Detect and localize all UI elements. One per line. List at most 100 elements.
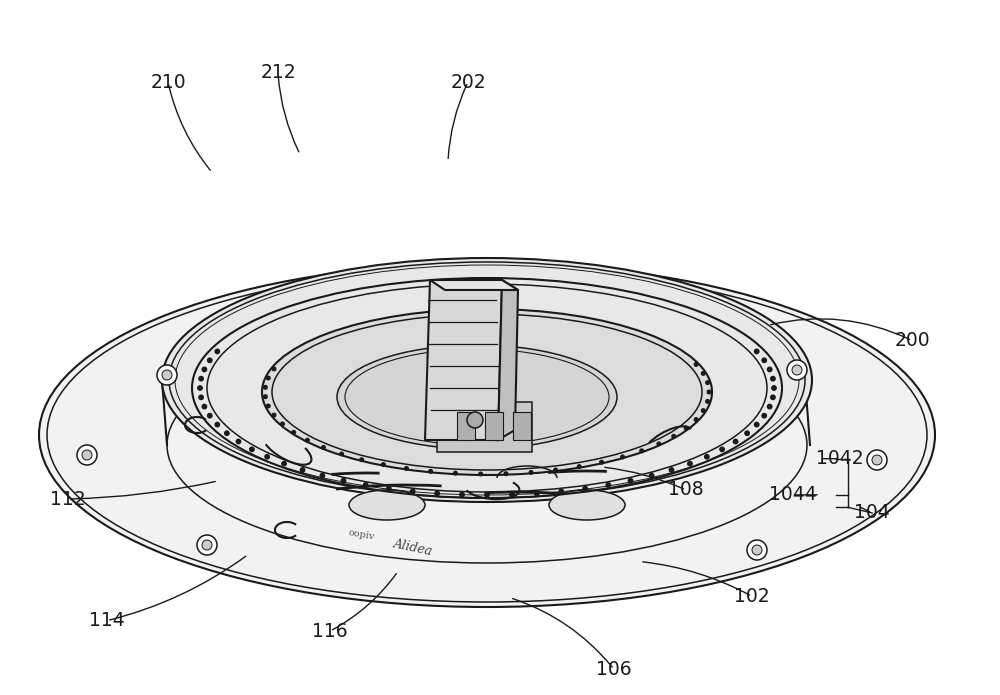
Circle shape (684, 426, 688, 430)
Circle shape (745, 431, 749, 436)
Circle shape (762, 414, 766, 418)
Circle shape (435, 491, 439, 496)
Circle shape (405, 466, 408, 471)
Circle shape (771, 377, 775, 381)
Circle shape (672, 434, 676, 438)
Circle shape (199, 377, 203, 381)
Circle shape (767, 367, 772, 372)
Circle shape (202, 367, 207, 372)
Circle shape (197, 535, 217, 555)
Circle shape (157, 365, 177, 385)
Ellipse shape (39, 263, 935, 607)
Circle shape (510, 492, 514, 497)
Circle shape (694, 418, 698, 421)
Circle shape (387, 486, 391, 491)
Circle shape (706, 381, 709, 384)
Text: 212: 212 (260, 63, 296, 83)
Circle shape (707, 390, 711, 394)
Text: 1042: 1042 (816, 449, 864, 468)
Circle shape (867, 450, 887, 470)
Text: 1044: 1044 (769, 485, 817, 505)
Circle shape (688, 461, 692, 466)
Circle shape (628, 478, 633, 483)
Circle shape (266, 376, 270, 379)
Circle shape (454, 471, 457, 475)
Circle shape (202, 540, 212, 550)
Circle shape (467, 412, 483, 428)
Text: 104: 104 (854, 503, 890, 523)
Circle shape (199, 395, 203, 400)
Circle shape (762, 358, 766, 363)
Circle shape (754, 423, 759, 427)
Ellipse shape (549, 490, 625, 520)
Text: Alidea: Alidea (392, 537, 434, 558)
Circle shape (82, 450, 92, 460)
Ellipse shape (349, 490, 425, 520)
Circle shape (771, 395, 775, 400)
Circle shape (559, 489, 563, 493)
Circle shape (364, 483, 368, 487)
Circle shape (225, 431, 229, 436)
Text: 102: 102 (734, 587, 770, 606)
Text: 114: 114 (89, 611, 125, 630)
Circle shape (411, 489, 415, 493)
Circle shape (208, 414, 212, 418)
Circle shape (694, 363, 698, 366)
Bar (485, 412, 503, 440)
Circle shape (460, 492, 464, 497)
Circle shape (733, 439, 738, 443)
Circle shape (236, 439, 241, 443)
Circle shape (215, 349, 220, 354)
Circle shape (583, 486, 587, 491)
Circle shape (600, 460, 603, 464)
Circle shape (250, 447, 254, 452)
Text: 210: 210 (150, 72, 186, 92)
Circle shape (657, 442, 661, 445)
Circle shape (752, 545, 762, 555)
Circle shape (266, 404, 270, 408)
Circle shape (360, 458, 363, 461)
Circle shape (264, 395, 267, 398)
Circle shape (198, 386, 202, 390)
Polygon shape (425, 280, 502, 440)
Circle shape (208, 358, 212, 363)
Circle shape (772, 386, 776, 390)
Circle shape (701, 372, 705, 375)
Circle shape (306, 439, 309, 442)
Circle shape (747, 540, 767, 560)
Circle shape (322, 445, 325, 449)
Circle shape (292, 430, 295, 434)
Circle shape (529, 471, 533, 474)
Circle shape (162, 370, 172, 380)
Text: 112: 112 (50, 489, 86, 509)
Circle shape (535, 491, 539, 496)
Circle shape (640, 449, 644, 452)
Circle shape (872, 455, 882, 465)
Circle shape (669, 468, 674, 472)
Circle shape (382, 463, 385, 466)
Text: oopiv: oopiv (347, 528, 375, 542)
Circle shape (429, 470, 432, 473)
Circle shape (272, 367, 276, 370)
Circle shape (202, 404, 207, 409)
Circle shape (705, 455, 709, 459)
Ellipse shape (262, 309, 712, 475)
Circle shape (281, 422, 284, 426)
Polygon shape (430, 280, 518, 290)
Bar (513, 412, 531, 440)
Circle shape (649, 473, 654, 478)
Circle shape (606, 483, 610, 487)
Circle shape (754, 349, 759, 354)
Circle shape (792, 365, 802, 375)
Circle shape (621, 455, 624, 459)
Circle shape (215, 423, 220, 427)
Circle shape (300, 468, 305, 472)
Circle shape (77, 445, 97, 465)
Circle shape (706, 400, 709, 403)
Circle shape (320, 473, 325, 478)
Circle shape (264, 386, 267, 389)
Circle shape (720, 447, 724, 452)
Bar (457, 412, 475, 440)
Circle shape (341, 478, 346, 483)
Text: 202: 202 (450, 72, 486, 92)
